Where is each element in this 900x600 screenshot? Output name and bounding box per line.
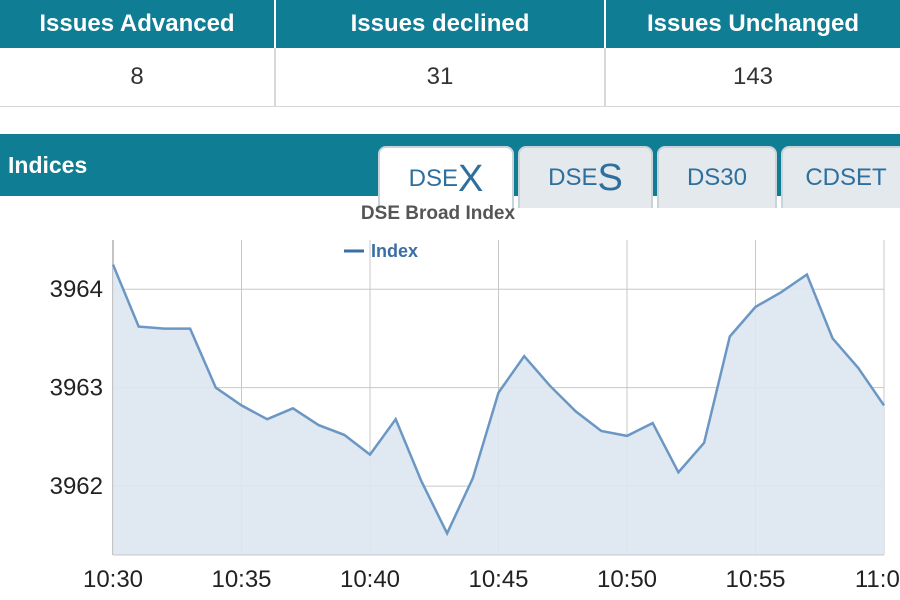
y-tick-label: 3964 (50, 276, 103, 303)
x-tick-label: 10:45 (468, 566, 528, 593)
x-tick-labels: 10:30 10:35 10:40 10:45 10:50 10:55 11:00 (83, 566, 900, 593)
issues-advanced-header: Issues Advanced (0, 0, 276, 48)
x-tick-label: 10:50 (597, 566, 657, 593)
x-tick-label: 11:00 (855, 566, 900, 593)
issues-summary-table: Issues Advanced Issues declined Issues U… (0, 0, 900, 107)
tab-dsex-suffix: X (458, 157, 484, 200)
tab-dses-prefix: DSE (548, 164, 598, 191)
tab-ds30-label: DS30 (686, 164, 748, 191)
legend-label: Index (371, 241, 418, 261)
series-area-fill (113, 264, 884, 555)
issues-unchanged-header: Issues Unchanged (646, 10, 860, 37)
dse-broad-index-chart: DSE Broad Index Index 10:30 10:35 10:40 10:… (50, 203, 900, 593)
y-tick-label: 3963 (50, 375, 103, 402)
tab-dses-suffix: S (597, 156, 623, 199)
x-tick-label: 10:30 (83, 566, 143, 593)
x-tick-label: 10:35 (211, 566, 271, 593)
series-line (111, 264, 886, 537)
tab-dsex-prefix: DSE (408, 165, 458, 192)
y-tick-labels: 3962 3963 3964 (50, 276, 103, 500)
x-tick-label: 10:55 (725, 566, 785, 593)
chart-title: DSE Broad Index (361, 203, 516, 224)
issues-header-row: Issues Advanced Issues declined Issues U… (0, 0, 900, 48)
indices-title: Indices (8, 152, 88, 178)
tab-dsex[interactable]: DSE X (378, 146, 514, 210)
tab-cdset-label: CDSET (805, 164, 887, 191)
x-tick-label: 10:40 (340, 566, 400, 593)
tab-cdset[interactable]: CDSET (781, 146, 900, 208)
issues-declined-header: Issues declined (276, 0, 606, 48)
chart-legend[interactable]: Index (344, 241, 418, 261)
tab-ds30[interactable]: DS30 (657, 146, 777, 208)
tab-dses[interactable]: DSE S (518, 146, 653, 208)
issues-unchanged-value: 143 (732, 63, 774, 90)
issues-declined-value: 31 (276, 48, 606, 106)
y-tick-label: 3962 (50, 473, 103, 500)
issues-advanced-value: 8 (0, 48, 276, 106)
issues-value-row: 8 31 143 (0, 48, 900, 107)
